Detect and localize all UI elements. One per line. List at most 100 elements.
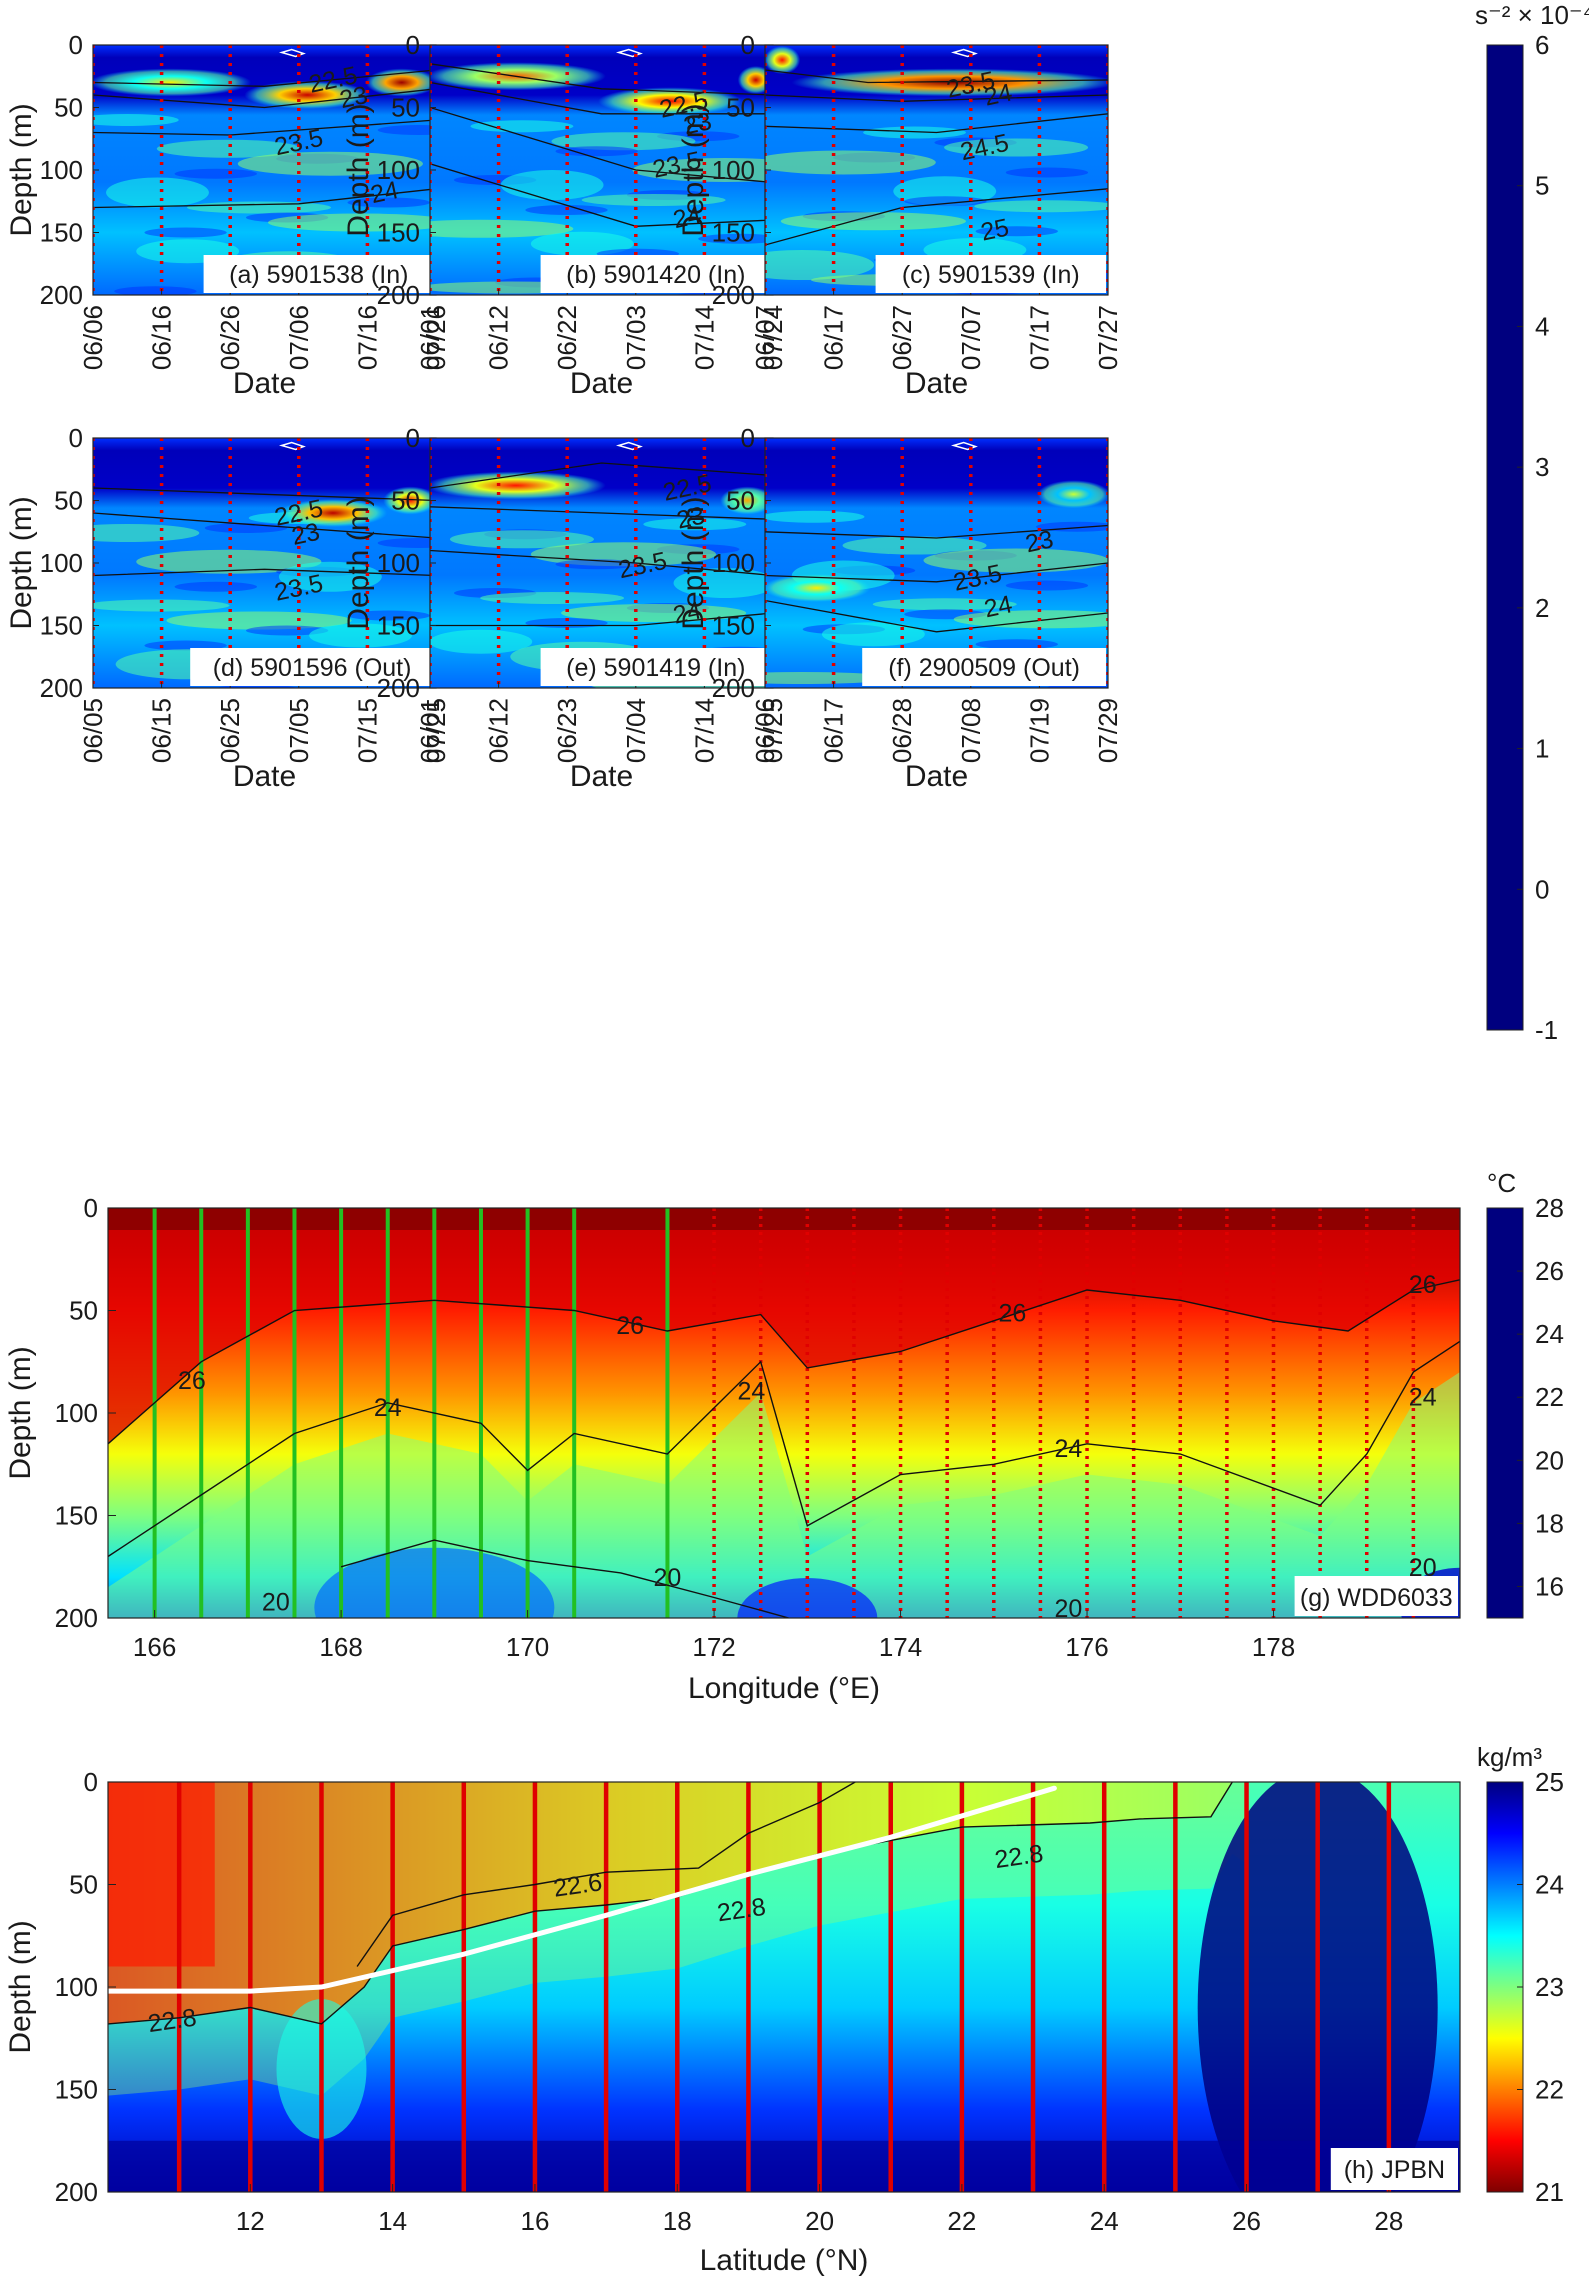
- x-tick-label: 07/17: [1024, 305, 1054, 370]
- x-tick-label: 07/29: [1093, 698, 1123, 763]
- x-tick-label: 07/25: [758, 698, 788, 763]
- colorbar-ramp: [1486, 1207, 1524, 1619]
- n2-patch: [377, 125, 436, 135]
- n2-patch: [93, 114, 179, 126]
- x-tick-label: 12: [236, 2206, 265, 2236]
- n2-patch: [780, 212, 966, 231]
- n2-patch: [1005, 167, 1089, 178]
- y-tick-label: 100: [377, 155, 420, 185]
- x-tick-label: 06/23: [552, 698, 582, 763]
- y-axis-label: Depth (m): [5, 496, 38, 629]
- y-tick-label: 0: [69, 423, 83, 453]
- warm-core: [108, 1782, 215, 1967]
- x-tick-label: 168: [319, 1632, 362, 1662]
- y-tick-label: 0: [741, 30, 755, 60]
- colorbar-tick-label: 20: [1535, 1445, 1564, 1475]
- n2-patch: [174, 581, 257, 592]
- n2-patch: [93, 599, 230, 612]
- x-tick-label: 07/16: [352, 305, 382, 370]
- n2-patch: [944, 138, 1089, 157]
- y-tick-label: 50: [69, 1296, 98, 1326]
- x-tick-label: 24: [1090, 2206, 1119, 2236]
- density-contour: [765, 524, 1108, 539]
- n2-patch: [765, 250, 875, 280]
- colorbar-temperature: 16 18 20 22 24 26 28 °C: [1486, 1168, 1564, 1619]
- x-tick-label: 14: [378, 2206, 407, 2236]
- n2-patch: [953, 610, 1108, 629]
- n2-peak-layer: [1037, 480, 1108, 509]
- y-tick-label: 200: [377, 280, 420, 310]
- isotherm-contour: [108, 1340, 1460, 1558]
- contour-label: 26: [999, 1300, 1027, 1328]
- isopycnal-contour: [356, 1782, 856, 1967]
- n2-patch: [480, 592, 625, 604]
- density-contour: [93, 512, 436, 539]
- n2-patch: [136, 549, 322, 574]
- x-tick-label: 166: [133, 1632, 176, 1662]
- n2-patch: [765, 510, 865, 523]
- contour-label: 22.8: [146, 2004, 198, 2039]
- density-contour: [93, 69, 436, 87]
- n2-patch: [551, 132, 696, 151]
- x-tick-label: 06/06: [78, 305, 108, 370]
- colorbar-tick-label: 22: [1535, 2075, 1564, 2105]
- n2-patch: [309, 623, 412, 648]
- y-tick-label: 100: [712, 155, 755, 185]
- contour-label: 24: [1054, 1435, 1082, 1463]
- x-tick-label: 22: [947, 2206, 976, 2236]
- y-tick-label: 200: [40, 673, 83, 703]
- panel-label: (g) WDD6033: [1300, 1584, 1453, 1612]
- n2-patch: [561, 604, 747, 622]
- panel-label: (b) 5901420 (In): [566, 261, 745, 289]
- white-contour: [278, 441, 306, 451]
- colorbar-tick-label: 16: [1535, 1571, 1564, 1601]
- white-contour: [950, 441, 978, 451]
- x-tick-label: 06/22: [552, 305, 582, 370]
- colorbar-tick-label: 5: [1535, 171, 1549, 201]
- n2-patch: [449, 530, 594, 549]
- contour-label: 20: [654, 1564, 682, 1592]
- x-tick-label: 16: [520, 2206, 549, 2236]
- n2-patch: [237, 151, 423, 176]
- y-axis-label: Depth (m): [342, 496, 375, 629]
- n2-patch: [904, 196, 987, 207]
- y-tick-label: 150: [712, 218, 755, 248]
- contour-label: 23: [681, 107, 714, 140]
- n2-peak-layer: [430, 471, 606, 500]
- deep-layer: [108, 2140, 1460, 2192]
- contour-label: 24: [374, 1394, 402, 1422]
- y-tick-label: 50: [69, 1870, 98, 1900]
- n2-patch: [842, 536, 987, 555]
- white-contour: [278, 48, 306, 58]
- contour-label: 22.6: [552, 1868, 604, 1903]
- x-axis-label: Latitude (°N): [700, 2244, 869, 2277]
- x-tick-label: 26: [1232, 2206, 1261, 2236]
- isotherm-fill-26: [108, 1208, 1460, 1444]
- colorbar-tick-label: 24: [1535, 1319, 1564, 1349]
- n2-peak-layer: [244, 81, 371, 109]
- x-tick-label: 07/19: [1024, 698, 1054, 763]
- plot-area-b: [430, 45, 773, 295]
- colorbar-tick-label: 26: [1535, 1256, 1564, 1286]
- contour-label: 24: [1409, 1384, 1437, 1412]
- x-axis-label: Date: [233, 367, 296, 400]
- y-axis-label: Depth (m): [677, 496, 710, 629]
- x-tick-label: 06/16: [147, 305, 177, 370]
- n2-patch: [863, 126, 966, 139]
- colorbar-unit: s⁻² × 10⁻⁴: [1475, 0, 1589, 30]
- density-contour: [93, 487, 436, 502]
- panel-label-box: [875, 255, 1106, 293]
- n2-patch: [872, 598, 1017, 611]
- density-contour: [430, 63, 773, 96]
- x-tick-label: 178: [1252, 1632, 1295, 1662]
- y-tick-label: 150: [55, 1501, 98, 1531]
- contour-label: 23: [337, 81, 370, 114]
- contour-label: 22.8: [715, 1893, 767, 1928]
- n2-peak-layer: [720, 486, 773, 515]
- contour-label: 22.8: [993, 1840, 1045, 1875]
- y-tick-label: 100: [55, 1972, 98, 2002]
- x-tick-label: 07/06: [284, 305, 314, 370]
- isotherm-contour: [108, 1279, 1460, 1445]
